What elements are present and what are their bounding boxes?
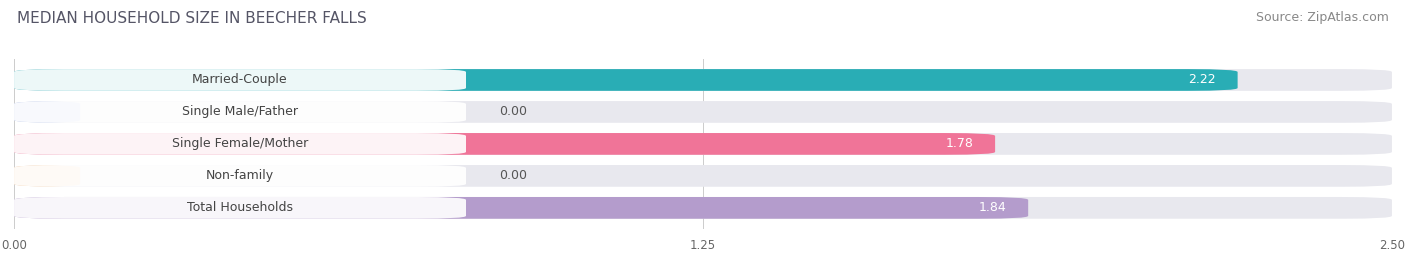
Text: 2.22: 2.22 <box>1188 73 1216 86</box>
FancyBboxPatch shape <box>14 101 80 123</box>
FancyBboxPatch shape <box>14 165 1392 187</box>
FancyBboxPatch shape <box>14 197 1392 219</box>
Text: Single Male/Father: Single Male/Father <box>181 105 298 118</box>
Text: Total Households: Total Households <box>187 201 292 214</box>
FancyBboxPatch shape <box>14 197 465 219</box>
Text: Non-family: Non-family <box>205 169 274 182</box>
FancyBboxPatch shape <box>14 197 1028 219</box>
Text: 0.00: 0.00 <box>499 169 527 182</box>
FancyBboxPatch shape <box>14 165 80 187</box>
FancyBboxPatch shape <box>14 165 465 187</box>
Text: MEDIAN HOUSEHOLD SIZE IN BEECHER FALLS: MEDIAN HOUSEHOLD SIZE IN BEECHER FALLS <box>17 11 367 26</box>
Text: 1.84: 1.84 <box>979 201 1007 214</box>
FancyBboxPatch shape <box>14 101 465 123</box>
FancyBboxPatch shape <box>14 69 1237 91</box>
Text: Single Female/Mother: Single Female/Mother <box>172 137 308 150</box>
Text: Married-Couple: Married-Couple <box>193 73 288 86</box>
Text: 0.00: 0.00 <box>499 105 527 118</box>
FancyBboxPatch shape <box>14 69 1392 91</box>
Text: 1.78: 1.78 <box>945 137 973 150</box>
Text: Source: ZipAtlas.com: Source: ZipAtlas.com <box>1256 11 1389 24</box>
FancyBboxPatch shape <box>14 133 995 155</box>
FancyBboxPatch shape <box>14 69 465 91</box>
FancyBboxPatch shape <box>14 101 1392 123</box>
FancyBboxPatch shape <box>14 133 1392 155</box>
FancyBboxPatch shape <box>14 133 465 155</box>
